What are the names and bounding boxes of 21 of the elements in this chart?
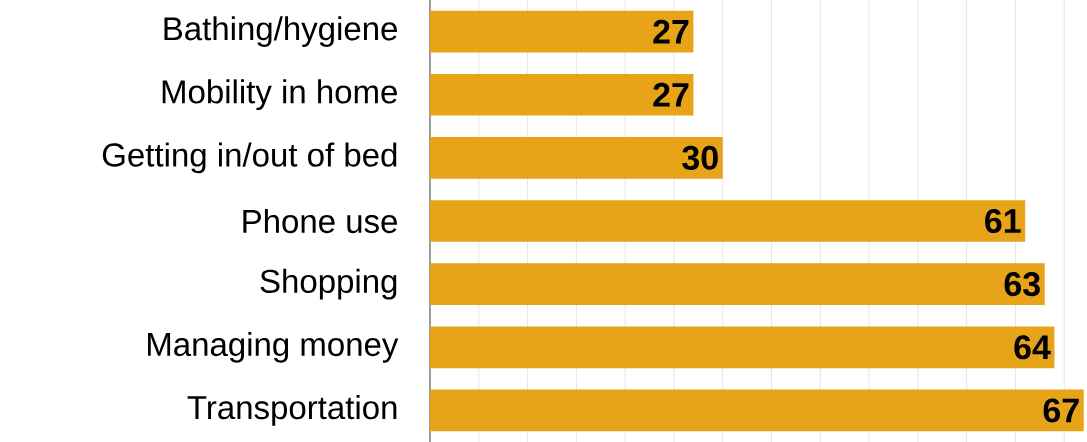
data-label: 61 (985, 208, 1021, 234)
bar (430, 326, 1055, 369)
y-tick-label: Transportation (187, 395, 397, 426)
y-tick-label: Managing money (148, 331, 399, 363)
data-label: 30 (682, 145, 718, 170)
data-label: 27 (653, 19, 689, 44)
bar (430, 137, 723, 179)
bar (430, 73, 694, 116)
data-label: 67 (1043, 398, 1079, 423)
y-tick-label: Mobility in home (162, 79, 397, 111)
y-tick-label: Bathing/hygiene (164, 16, 397, 47)
bar (430, 389, 1084, 432)
bar (430, 200, 1026, 242)
y-tick-label: Getting in/out of bed (102, 142, 397, 174)
data-label: 63 (1004, 272, 1040, 297)
y-tick-label: Shopping (260, 268, 397, 300)
data-label: 27 (653, 82, 689, 107)
bar (430, 263, 1045, 305)
y-tick-label: Phone use (243, 208, 397, 234)
bar (430, 10, 694, 53)
data-label: 64 (1014, 335, 1051, 360)
